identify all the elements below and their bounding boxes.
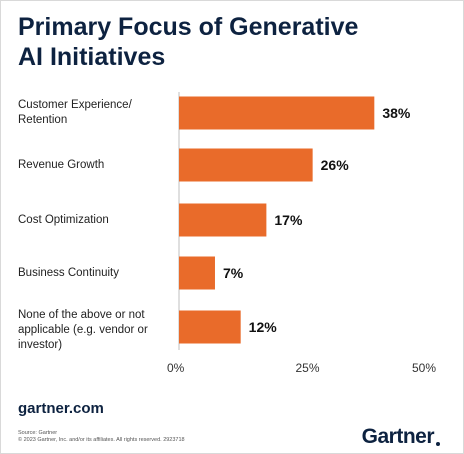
category-label-1: Revenue Growth bbox=[18, 158, 176, 173]
value-label-4: 12% bbox=[249, 319, 278, 335]
x-tick-label-0: 0% bbox=[167, 361, 185, 375]
category-label-4-line-2: investor) bbox=[18, 338, 63, 351]
bar-4 bbox=[179, 310, 241, 344]
category-label-2: Cost Optimization bbox=[18, 213, 176, 228]
x-tick-label-2: 50% bbox=[412, 361, 436, 375]
copyright-line: © 2023 Gartner, Inc. and/or its affiliat… bbox=[18, 437, 185, 443]
chart-title: Primary Focus of Generative AI Initiativ… bbox=[18, 12, 448, 72]
bar-2 bbox=[179, 203, 267, 237]
category-label-4-line-0: None of the above or not bbox=[18, 308, 145, 321]
category-label-0-line-0: Customer Experience/ bbox=[18, 99, 132, 111]
value-label-0: 38% bbox=[382, 105, 411, 121]
category-label-0: Customer Experience/Retention bbox=[18, 98, 176, 128]
category-label-3: Business Continuity bbox=[18, 266, 176, 281]
value-label-3: 7% bbox=[223, 265, 244, 281]
category-label-0-line-1: Retention bbox=[18, 114, 68, 126]
value-label-1: 26% bbox=[321, 157, 350, 173]
category-label-3-line-0: Business Continuity bbox=[18, 266, 119, 279]
bar-chart: 38% 26% 17% 7% 12% 0% 25% 50% bbox=[167, 92, 436, 375]
chart-title-line-1: Primary Focus of Generative bbox=[18, 13, 359, 41]
category-label-4-line-1: applicable (e.g. vendor or bbox=[18, 323, 148, 336]
category-label-1-line-0: Revenue Growth bbox=[18, 158, 105, 171]
chart-title-line-2: AI Initiatives bbox=[18, 43, 166, 71]
source-note: Source: Gartner © 2023 Gartner, Inc. and… bbox=[18, 430, 185, 444]
value-label-2: 17% bbox=[274, 212, 303, 228]
x-tick-label-1: 25% bbox=[295, 361, 319, 375]
website-label: gartner.com bbox=[18, 400, 104, 417]
category-label-4: None of the above or not applicable (e.g.… bbox=[18, 308, 176, 353]
gartner-logo-dot bbox=[436, 442, 440, 446]
bar-3 bbox=[179, 256, 215, 290]
gartner-logo: Gartner bbox=[361, 425, 435, 448]
bar-1 bbox=[179, 148, 313, 182]
bar-0 bbox=[179, 96, 375, 130]
category-label-2-line-0: Cost Optimization bbox=[18, 213, 109, 226]
source-line: Source: Gartner bbox=[18, 430, 58, 436]
